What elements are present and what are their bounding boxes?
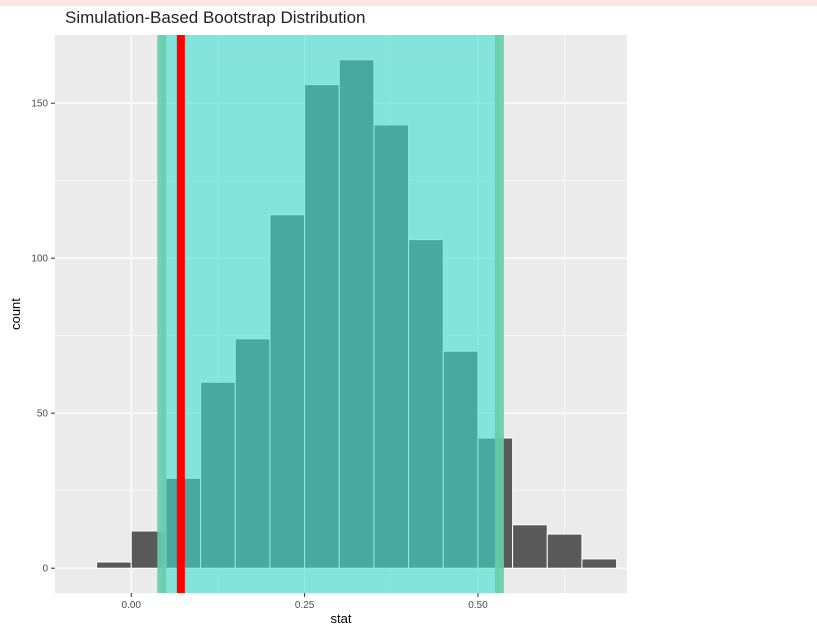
chart-title: Simulation-Based Bootstrap Distribution — [65, 8, 366, 27]
x-axis: 0.00 0.25 0.50 — [122, 593, 488, 611]
y-tick-label: 0 — [42, 564, 48, 575]
y-axis: 0 50 100 150 — [31, 99, 55, 575]
y-tick-label: 150 — [31, 99, 48, 110]
y-tick-label: 100 — [31, 254, 48, 265]
histogram-bar — [96, 561, 132, 569]
histogram-bar — [546, 533, 583, 569]
x-tick-label: 0.25 — [295, 600, 315, 611]
x-tick-label: 0.00 — [122, 600, 142, 611]
ci-upper-line — [494, 35, 504, 593]
top-banner-strip — [0, 0, 817, 6]
observed-stat-line — [176, 35, 185, 593]
x-tick-label: 0.50 — [468, 600, 488, 611]
histogram-bar — [512, 524, 548, 569]
ci-shaded-region — [161, 35, 500, 593]
x-axis-title: stat — [331, 611, 352, 626]
ci-lower-line — [157, 35, 167, 593]
histogram-bar — [581, 558, 618, 569]
y-axis-title: count — [8, 298, 23, 330]
y-tick-label: 50 — [37, 409, 49, 420]
